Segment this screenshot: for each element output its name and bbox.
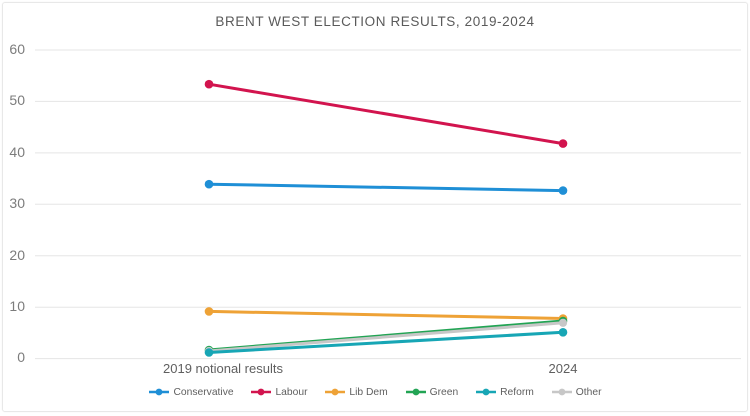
svg-text:2024: 2024	[549, 361, 578, 376]
svg-text:60: 60	[9, 41, 25, 57]
svg-text:10: 10	[9, 298, 25, 314]
svg-text:30: 30	[9, 195, 25, 211]
svg-text:50: 50	[9, 92, 25, 108]
svg-text:0: 0	[17, 349, 25, 365]
svg-text:2019 notional results: 2019 notional results	[163, 361, 283, 376]
svg-text:20: 20	[9, 247, 25, 263]
svg-text:40: 40	[9, 144, 25, 160]
